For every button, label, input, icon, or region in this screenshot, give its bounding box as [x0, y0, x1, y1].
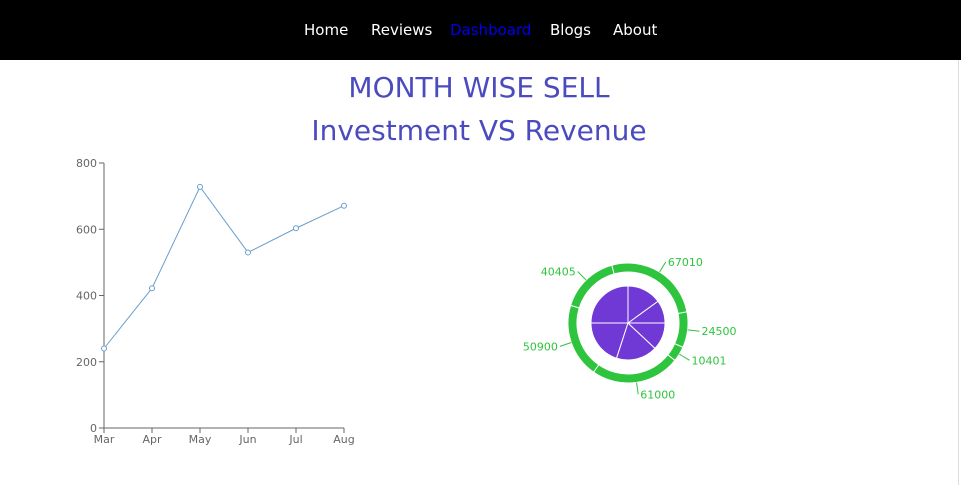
slice-label-leader	[659, 261, 667, 273]
slice-label: 10401	[692, 354, 727, 367]
y-tick-label: 200	[76, 356, 97, 369]
inner-pie-slice	[615, 322, 656, 361]
data-point	[101, 345, 107, 352]
data-point	[197, 183, 203, 190]
line-chart: 0 200 400 600 800 Mar Apr May Jun Jul Aug	[76, 157, 355, 446]
slice-label: 61000	[640, 388, 675, 401]
nav-links: Home Reviews Dashboard Blogs About	[0, 0, 961, 60]
slice-label-leader	[577, 271, 587, 281]
nav-home-link[interactable]: Home	[304, 21, 349, 39]
x-tick-label: Jul	[288, 433, 302, 446]
slice-label-leader	[636, 382, 639, 395]
series-line	[103, 185, 345, 349]
page-subtitle: Investment VS Revenue	[311, 114, 647, 147]
data-point	[149, 285, 155, 292]
slice-label-leader	[687, 329, 700, 332]
slice-label-leader	[559, 342, 572, 347]
inner-pie-slice	[590, 322, 629, 359]
nav-dashboard-link[interactable]: Dashboard	[450, 21, 532, 39]
pie-chart: 24500 10401 61000 50900 40405 67010	[523, 256, 737, 401]
outer-ring-slice	[673, 311, 689, 348]
outer-ring-slice	[611, 262, 688, 315]
slice-label: 67010	[668, 256, 703, 269]
data-point	[245, 249, 251, 256]
navbar: Home Reviews Dashboard Blogs About	[0, 0, 961, 60]
nav-about-link[interactable]: About	[613, 21, 658, 39]
nav-blogs-link[interactable]: Blogs	[550, 21, 591, 39]
page-right-border	[958, 60, 959, 485]
y-tick-label: 400	[76, 290, 97, 303]
x-tick-label: May	[189, 433, 212, 446]
y-tick-label: 800	[76, 157, 97, 170]
x-tick-label: Jun	[238, 433, 256, 446]
nav-reviews-link[interactable]: Reviews	[371, 21, 433, 39]
x-tick-label: Apr	[142, 433, 162, 446]
page-title: MONTH WISE SELL	[348, 71, 610, 104]
y-tick-label: 600	[76, 223, 97, 236]
inner-pie-slice	[626, 322, 666, 350]
inner-pie-slice	[590, 285, 629, 324]
slice-label: 40405	[541, 265, 576, 278]
x-tick-label: Mar	[94, 433, 115, 446]
data-point	[341, 202, 347, 209]
x-tick-label: Aug	[333, 433, 354, 446]
data-point	[293, 225, 299, 232]
y-tick-label: 0	[90, 422, 97, 435]
slice-label: 50900	[523, 340, 558, 353]
slice-label-leader	[679, 353, 690, 361]
slice-label: 24500	[702, 325, 737, 338]
